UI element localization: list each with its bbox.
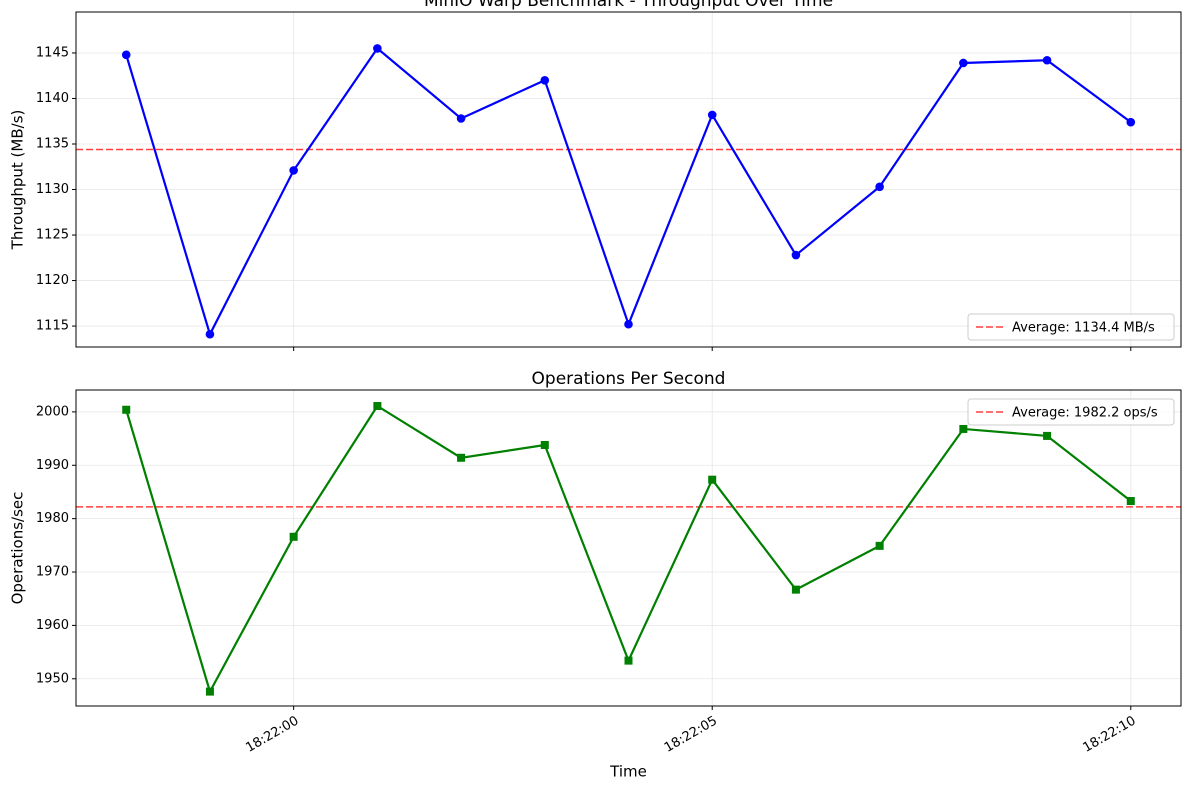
marker [122, 405, 131, 414]
y-tick-label: 1115 [36, 319, 69, 334]
marker [791, 585, 800, 594]
y-tick-label: 2000 [36, 404, 69, 419]
marker [205, 329, 215, 339]
marker [959, 424, 968, 433]
axes-frame [75, 11, 1182, 348]
y-tick-label: 1140 [36, 91, 69, 106]
y-tick-label: 1980 [36, 511, 69, 526]
marker [289, 532, 298, 541]
x-tick-label: 18:22:05 [662, 714, 720, 756]
x-axis-label: Time [609, 763, 647, 781]
legend-box [967, 398, 1175, 426]
legend: Average: 1134.4 MB/s [967, 313, 1175, 341]
y-tick-label: 1145 [36, 45, 69, 60]
plot-area [76, 12, 1181, 347]
marker [707, 110, 717, 120]
y-tick-label: 1950 [36, 671, 69, 686]
marker [540, 75, 550, 85]
marker [456, 114, 466, 123]
legend: Average: 1982.2 ops/s [967, 398, 1175, 426]
legend-label: Average: 1982.2 ops/s [1012, 406, 1158, 421]
marker [373, 402, 382, 411]
marker [289, 166, 298, 175]
marker [540, 440, 549, 449]
plot-area [76, 390, 1181, 706]
marker [791, 250, 801, 260]
y-tick-label: 1130 [36, 182, 69, 197]
y-axis-label: Throughput (MB/s) [9, 110, 27, 251]
marker [1042, 55, 1052, 65]
chart-title: MinIO Warp Benchmark - Throughput Over T… [424, 0, 833, 11]
y-axis-label: Operations/sec [9, 492, 27, 605]
marker [708, 475, 717, 484]
marker [959, 58, 968, 68]
marker [875, 541, 884, 550]
axes-frame [75, 389, 1182, 707]
marker [457, 453, 466, 462]
marker [1126, 117, 1136, 127]
x-tick-label: 18:22:00 [243, 714, 301, 756]
marker [121, 50, 131, 60]
legend-box [967, 313, 1175, 341]
y-tick-label: 1135 [36, 136, 69, 151]
marker [205, 687, 214, 696]
y-tick-label: 1960 [36, 618, 69, 633]
marker [624, 319, 633, 329]
y-tick-label: 1120 [36, 273, 69, 288]
marker [1043, 431, 1052, 440]
y-tick-label: 1125 [36, 228, 69, 243]
marker [373, 44, 382, 53]
y-tick-label: 1970 [36, 565, 69, 580]
marker [875, 182, 884, 192]
x-tick-label: 18:22:10 [1080, 714, 1138, 756]
marker [1126, 497, 1135, 506]
marker [624, 656, 633, 665]
y-tick-label: 1990 [36, 458, 69, 473]
legend-label: Average: 1134.4 MB/s [1012, 321, 1155, 336]
chart-title: Operations Per Second [532, 369, 726, 389]
